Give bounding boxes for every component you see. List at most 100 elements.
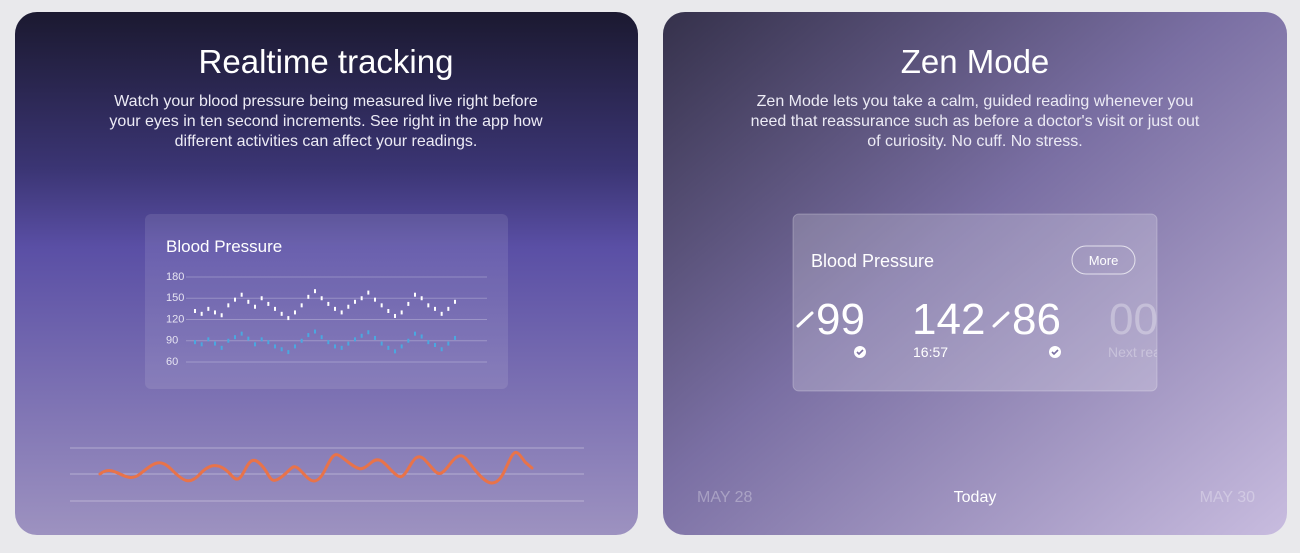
bp-dot — [247, 336, 250, 341]
card-title: Zen Mode — [901, 43, 1050, 80]
bp-dot — [427, 303, 430, 308]
bp-dot — [307, 294, 310, 299]
bp-dot — [260, 337, 263, 342]
bp-dot — [347, 304, 350, 309]
bp-dot — [367, 330, 370, 335]
chart-panel — [145, 214, 508, 389]
bp-dot — [294, 310, 296, 315]
bp-dot — [287, 316, 290, 321]
bp-dot — [294, 344, 296, 349]
bp-dot — [240, 292, 243, 297]
bp-dot — [307, 333, 310, 338]
mini-chart: 180 150 120 90 60 — [166, 271, 487, 368]
bp-dot — [340, 310, 343, 315]
bp-dot — [414, 292, 416, 297]
bp-dot — [194, 309, 196, 313]
bp-dot — [394, 349, 396, 354]
bp-dot — [374, 297, 376, 302]
bp-dot — [254, 342, 256, 347]
y-tick-label: 150 — [166, 292, 184, 304]
bp-dot — [314, 329, 316, 334]
card-realtime: Realtime tracking Watch your blood press… — [15, 12, 638, 535]
bp-dot — [200, 342, 203, 347]
reading-panel — [792, 213, 1158, 392]
bp-dot — [454, 299, 456, 304]
bp-dot — [367, 290, 370, 295]
bp-dot — [314, 289, 316, 294]
bp-dot — [414, 331, 416, 336]
card-description: of curiosity. No cuff. No stress. — [867, 133, 1082, 150]
reading-diastolic: 86 — [1012, 295, 1061, 344]
wave — [98, 451, 534, 485]
bp-dot — [447, 341, 450, 346]
bp-dot — [220, 345, 223, 350]
card-description: Watch your blood pressure being measured… — [114, 93, 538, 110]
readings: 99 142 86 16:57 00 Next reading — [796, 295, 1158, 360]
y-tick-label: 120 — [166, 313, 184, 325]
card-zen: Zen Mode Zen Mode lets you take a calm, … — [663, 12, 1287, 535]
bp-dot — [300, 303, 303, 308]
panel-title: Blood Pressure — [811, 251, 934, 271]
bp-dot — [327, 340, 330, 345]
slash — [796, 311, 814, 328]
bp-dot — [407, 338, 410, 343]
bp-dot — [287, 350, 290, 355]
y-tick-label: 180 — [166, 271, 184, 283]
bp-dot — [334, 344, 336, 349]
y-tick-label: 60 — [166, 356, 178, 368]
bp-dot — [260, 296, 263, 301]
bp-dot — [380, 341, 383, 346]
check-icon — [1049, 346, 1061, 358]
bp-dot — [454, 335, 456, 340]
bp-dot — [200, 311, 203, 316]
date-today: Today — [954, 489, 997, 506]
bp-dot — [434, 343, 436, 347]
bp-dot — [220, 313, 223, 318]
bp-dot — [447, 306, 450, 311]
next-value: 00 — [1109, 295, 1158, 344]
button-label[interactable]: More — [1089, 253, 1119, 268]
bp-dot — [387, 309, 390, 313]
bp-dot — [267, 301, 270, 306]
bp-dot — [427, 340, 430, 345]
bp-dot — [274, 306, 276, 311]
bp-dot — [400, 344, 403, 349]
bp-dot — [280, 311, 283, 316]
slash — [992, 311, 1010, 328]
bp-dot — [214, 310, 216, 315]
bp-dot — [440, 311, 443, 316]
date: MAY 30 — [1200, 489, 1256, 506]
bp-dot — [340, 345, 343, 350]
bp-dot — [274, 344, 276, 349]
bp-dot — [360, 333, 363, 338]
bp-dot — [394, 313, 396, 318]
bp-dot — [434, 306, 436, 311]
bp-dot — [327, 301, 330, 306]
bp-dot — [234, 335, 236, 340]
card-bg — [663, 12, 1287, 535]
bp-dot — [360, 296, 363, 301]
reading-diastolic: 99 — [816, 295, 865, 344]
panel-title: Blood Pressure — [166, 237, 282, 256]
bp-dot — [320, 296, 323, 301]
bp-dot — [354, 299, 356, 304]
bp-dot — [207, 306, 210, 311]
wave-chart — [70, 447, 584, 502]
bp-dot — [300, 338, 303, 343]
bp-dot — [280, 347, 283, 352]
bp-dot — [254, 304, 256, 309]
button-outline[interactable] — [1071, 245, 1136, 275]
bp-dot — [334, 306, 336, 311]
card-description: your eyes in ten second increments. See … — [109, 113, 543, 130]
more-button[interactable]: More — [1071, 245, 1136, 275]
bp-dot — [267, 340, 270, 345]
bp-dot — [214, 341, 216, 346]
reading-systolic: 142 — [912, 295, 985, 344]
card-bg — [15, 12, 638, 535]
bp-dot — [247, 299, 250, 304]
bp-dot — [320, 335, 323, 340]
bp-dot — [440, 347, 443, 352]
y-tick-label: 90 — [166, 335, 178, 347]
bp-dot — [374, 335, 376, 340]
